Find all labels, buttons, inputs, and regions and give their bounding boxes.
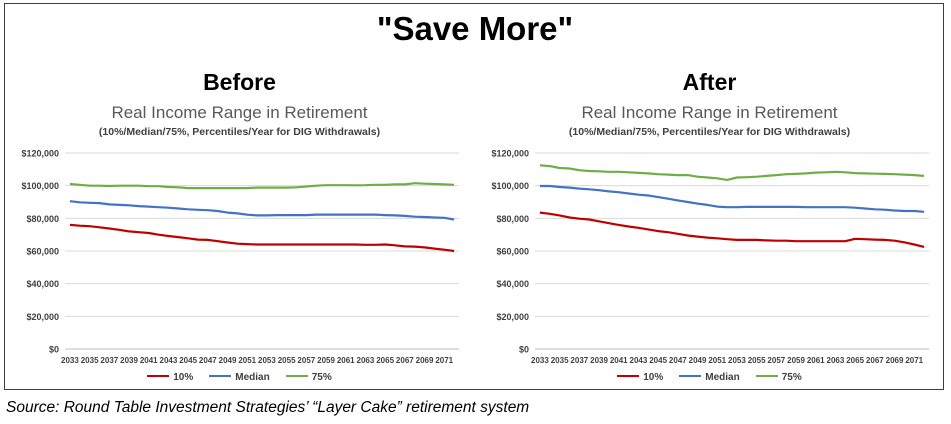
x-tick-label: 2063: [357, 356, 375, 365]
legend-swatch: [147, 375, 170, 378]
x-tick-label: 2041: [140, 356, 158, 365]
figure-frame: "Save More" Before Real Income Range in …: [4, 3, 944, 390]
x-tick-label: 2065: [846, 356, 864, 365]
chart-legend: 10% Median 75%: [477, 372, 942, 384]
legend-swatch: [755, 375, 778, 378]
chart-panel-after: After Real Income Range in Retirement (1…: [477, 68, 942, 390]
x-tick-label: 2039: [120, 356, 138, 365]
series-line-75pct: [69, 182, 455, 190]
legend-item: Median: [209, 372, 270, 384]
y-tick-label: $80,000: [496, 214, 529, 224]
y-tick-label: $120,000: [491, 149, 529, 159]
series-line-median: [69, 200, 455, 221]
series-line-median: [539, 184, 925, 213]
legend-label: Median: [235, 372, 270, 383]
y-tick-label: $80,000: [26, 214, 59, 224]
y-tick-label: $20,000: [26, 312, 59, 322]
x-tick-label: 2057: [767, 356, 785, 365]
x-tick-label: 2053: [728, 356, 746, 365]
series-line-10pct: [539, 211, 925, 248]
x-tick-label: 2057: [297, 356, 315, 365]
panel-heading: Before: [203, 69, 276, 95]
x-tick-label: 2055: [278, 356, 296, 365]
x-tick-label: 2071: [905, 356, 923, 365]
x-tick-label: 2051: [238, 356, 256, 365]
chart-subtitle: (10%/Median/75%, Percentiles/Year for DI…: [568, 126, 851, 138]
x-tick-label: 2039: [590, 356, 608, 365]
x-tick-label: 2033: [61, 356, 79, 365]
panel-heading: After: [682, 69, 737, 95]
x-tick-label: 2061: [337, 356, 355, 365]
x-tick-label: 2071: [435, 356, 453, 365]
y-tick-label: $100,000: [491, 181, 529, 191]
x-tick-label: 2037: [570, 356, 588, 365]
x-tick-label: 2035: [551, 356, 569, 365]
x-tick-label: 2049: [689, 356, 707, 365]
chart-title: Real Income Range in Retirement: [111, 103, 368, 122]
legend-swatch: [285, 375, 308, 378]
x-tick-label: 2055: [748, 356, 766, 365]
x-tick-label: 2065: [376, 356, 394, 365]
line-chart-after: $0 $20,000 $40,000 $60,000 $80,000 $100,000 $1…: [491, 149, 929, 365]
main-title: "Save More": [376, 10, 574, 47]
x-tick-label: 2053: [258, 356, 276, 365]
y-tick-label: $20,000: [496, 312, 529, 322]
y-tick-label: $40,000: [496, 279, 529, 289]
legend-label: 75%: [311, 372, 332, 383]
chart-panel-before: Before Real Income Range in Retirement (…: [7, 68, 472, 390]
x-tick-label: 2069: [416, 356, 434, 365]
y-tick-label: $40,000: [26, 279, 59, 289]
legend-item: 10%: [147, 372, 193, 384]
x-tick-label: 2051: [708, 356, 726, 365]
y-tick-label: $60,000: [496, 247, 529, 257]
x-tick-label: 2049: [219, 356, 237, 365]
legend-label: 75%: [781, 372, 802, 383]
x-tick-label: 2045: [649, 356, 667, 365]
x-tick-label: 2061: [807, 356, 825, 365]
legend-label: Median: [705, 372, 740, 383]
source-caption: Source: Round Table Investment Strategie…: [6, 399, 530, 416]
x-tick-label: 2035: [81, 356, 99, 365]
series-line-75pct: [539, 164, 925, 182]
legend-item: 75%: [285, 372, 332, 384]
chart-subtitle: (10%/Median/75%, Percentiles/Year for DI…: [98, 126, 381, 138]
x-tick-label: 2067: [396, 356, 414, 365]
x-tick-label: 2043: [630, 356, 648, 365]
x-tick-label: 2063: [827, 356, 845, 365]
legend-swatch: [209, 375, 232, 378]
x-tick-label: 2037: [100, 356, 118, 365]
x-tick-label: 2047: [199, 356, 217, 365]
x-tick-label: 2067: [866, 356, 884, 365]
y-tick-label: $120,000: [21, 149, 59, 159]
series-line-10pct: [69, 223, 455, 253]
x-tick-label: 2041: [610, 356, 628, 365]
x-tick-label: 2059: [317, 356, 335, 365]
x-tick-label: 2033: [531, 356, 549, 365]
x-tick-label: 2059: [787, 356, 805, 365]
legend-item: 75%: [755, 372, 802, 384]
legend-label: 10%: [173, 372, 194, 383]
legend-item: 10%: [617, 372, 663, 384]
chart-title: Real Income Range in Retirement: [581, 103, 838, 122]
y-tick-label: $0: [519, 345, 529, 355]
legend-swatch: [679, 375, 702, 378]
legend-swatch: [617, 375, 640, 378]
legend-label: 10%: [643, 372, 664, 383]
y-tick-label: $60,000: [26, 247, 59, 257]
y-tick-label: $100,000: [21, 181, 59, 191]
y-tick-label: $0: [49, 345, 59, 355]
x-tick-label: 2047: [669, 356, 687, 365]
line-chart-before: $0 $20,000 $40,000 $60,000 $80,000 $100,000 $1…: [21, 149, 459, 365]
legend-item: Median: [679, 372, 740, 384]
x-tick-label: 2069: [886, 356, 904, 365]
x-tick-label: 2045: [179, 356, 197, 365]
x-tick-label: 2043: [160, 356, 178, 365]
chart-legend: 10% Median 75%: [7, 372, 472, 384]
